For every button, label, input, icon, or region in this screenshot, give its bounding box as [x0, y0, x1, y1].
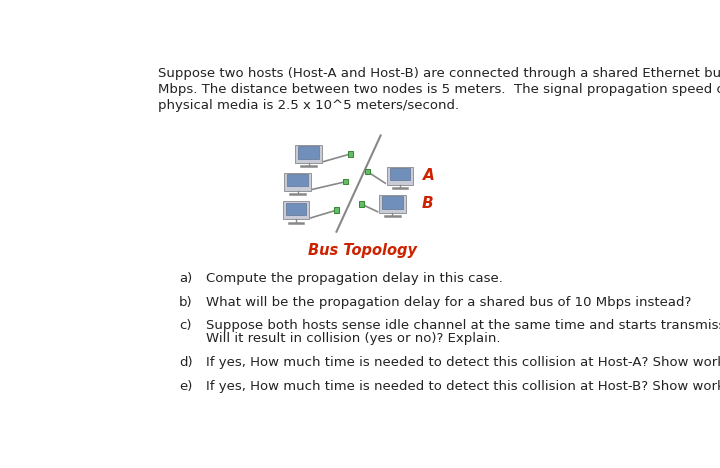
FancyBboxPatch shape [298, 146, 319, 159]
Text: b): b) [179, 296, 193, 308]
Text: physical media is 2.5 x 10^5 meters/second.: physical media is 2.5 x 10^5 meters/seco… [158, 99, 459, 112]
FancyBboxPatch shape [343, 179, 348, 184]
Text: Bus Topology: Bus Topology [308, 243, 418, 258]
FancyBboxPatch shape [287, 174, 308, 186]
FancyBboxPatch shape [348, 151, 353, 157]
FancyBboxPatch shape [359, 201, 364, 207]
FancyBboxPatch shape [283, 201, 310, 219]
Text: a): a) [179, 272, 192, 285]
Text: Will it result in collision (yes or no)? Explain.: Will it result in collision (yes or no)?… [206, 332, 500, 345]
Text: If yes, How much time is needed to detect this collision at Host-B? Show working: If yes, How much time is needed to detec… [206, 380, 720, 393]
Text: If yes, How much time is needed to detect this collision at Host-A? Show working: If yes, How much time is needed to detec… [206, 357, 720, 369]
FancyBboxPatch shape [379, 195, 405, 213]
Text: Suppose two hosts (Host-A and Host-B) are connected through a shared Ethernet bu: Suppose two hosts (Host-A and Host-B) ar… [158, 67, 720, 80]
FancyBboxPatch shape [286, 203, 307, 215]
FancyBboxPatch shape [382, 197, 402, 209]
Text: B: B [422, 197, 433, 212]
FancyBboxPatch shape [387, 167, 413, 184]
Text: Suppose both hosts sense idle channel at the same time and starts transmission.: Suppose both hosts sense idle channel at… [206, 320, 720, 332]
Text: d): d) [179, 357, 193, 369]
Text: Compute the propagation delay in this case.: Compute the propagation delay in this ca… [206, 272, 503, 285]
FancyBboxPatch shape [334, 207, 339, 213]
FancyBboxPatch shape [390, 168, 410, 180]
FancyBboxPatch shape [295, 145, 322, 163]
Text: e): e) [179, 380, 192, 393]
Text: Mbps. The distance between two nodes is 5 meters.  The signal propagation speed : Mbps. The distance between two nodes is … [158, 83, 720, 96]
Text: A: A [423, 168, 435, 183]
FancyBboxPatch shape [284, 173, 311, 190]
Text: c): c) [179, 320, 192, 332]
Text: What will be the propagation delay for a shared bus of 10 Mbps instead?: What will be the propagation delay for a… [206, 296, 692, 308]
FancyBboxPatch shape [365, 169, 370, 175]
